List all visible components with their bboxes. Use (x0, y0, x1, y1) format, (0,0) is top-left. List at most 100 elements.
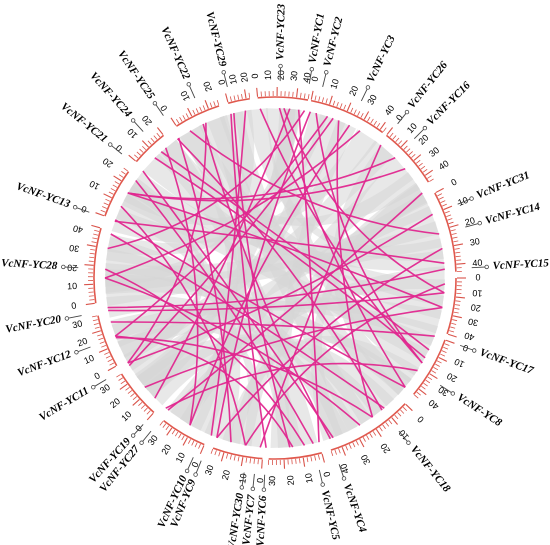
gene-marker-dot (221, 70, 226, 75)
tick-label: 10 (472, 288, 483, 299)
tick-mark (123, 167, 128, 172)
tick-mark (202, 105, 206, 111)
tick-mark (403, 145, 408, 150)
background-link-29 (105, 109, 255, 287)
gene-marker-line (66, 315, 82, 319)
tick-mark (89, 252, 95, 255)
tick-mark (249, 458, 252, 464)
tick-mark (452, 319, 458, 322)
gene-marker-dot (309, 67, 315, 72)
tick-label: 40 (383, 103, 397, 117)
tick-mark (192, 109, 196, 115)
tick-mark (376, 122, 381, 128)
tick-mark (303, 93, 306, 99)
tick-mark (437, 193, 443, 197)
gene-marker-dot (72, 205, 78, 210)
tick-mark (140, 404, 146, 409)
tick-mark (134, 154, 139, 159)
tick-mark (174, 431, 179, 437)
highlight-link-41 (160, 151, 430, 351)
tick-mark (411, 154, 416, 158)
tick-mark (94, 326, 100, 329)
gene-label-vcnf-yc4: VcNF-YC4 (341, 482, 369, 534)
tick-mark (445, 339, 455, 344)
tick-mark (179, 116, 183, 122)
tick-mark (89, 256, 95, 259)
gene-marker-dot (139, 440, 144, 445)
tick-mark (418, 162, 423, 167)
tick-mark (329, 95, 333, 105)
tick-mark (405, 404, 413, 412)
gene-marker-line (471, 266, 487, 269)
tick-label: 0 (394, 113, 405, 123)
tick-mark (119, 383, 128, 390)
tick-mark (357, 111, 361, 116)
gene-marker-line (338, 464, 345, 479)
tick-mark (427, 175, 432, 179)
tick-mark (421, 385, 426, 390)
gene-label-vcnf-yc14: VcNF-YC14 (484, 201, 542, 227)
tick-label: 0 (93, 370, 102, 381)
tick-label: 0 (309, 75, 320, 82)
tick-mark (170, 117, 177, 126)
tick-label: 0 (216, 78, 227, 85)
gene-marker-line (93, 379, 107, 388)
tick-mark (92, 330, 101, 334)
chromosome-arc-8 (268, 452, 323, 460)
tick-mark (86, 244, 96, 247)
tick-mark (379, 121, 386, 130)
tick-mark (321, 453, 325, 463)
tick-mark (156, 132, 161, 138)
tick-label: 40 (338, 462, 351, 475)
gene-marker-dot (406, 440, 411, 445)
tick-mark (391, 417, 398, 425)
tick-mark (98, 348, 108, 353)
tick-mark (440, 200, 446, 204)
tick-mark (451, 322, 457, 325)
tick-mark (92, 319, 98, 322)
tick-mark (394, 414, 399, 420)
gene-marker-line (188, 84, 196, 99)
tick-mark (431, 370, 437, 374)
tick-label: 10 (82, 353, 95, 366)
tick-mark (229, 454, 232, 460)
tick-mark (362, 437, 366, 442)
tick-mark (455, 296, 466, 299)
gene-label-vcnf-yc22: VcNF-YC22 (158, 25, 192, 82)
tick-label: 20 (470, 302, 481, 313)
tick-mark (220, 452, 225, 462)
tick-label: 40 (437, 158, 451, 172)
tick-label: 10 (67, 281, 77, 291)
tick-mark (244, 89, 247, 99)
tick-mark (452, 236, 458, 239)
gene-marker-dot (186, 82, 191, 87)
tick-mark (98, 337, 104, 341)
gene-label-vcnf-yc3: VcNF-YC3 (365, 33, 398, 84)
tick-label: 10 (456, 195, 469, 208)
tick-label: 10 (88, 179, 101, 192)
chromosome-ring (93, 96, 457, 460)
tick-label: 20 (220, 469, 232, 481)
tick-mark (139, 148, 144, 153)
tick-label: 20 (201, 80, 214, 93)
tick-mark (159, 421, 164, 426)
highlight-link-14 (216, 247, 443, 439)
tick-mark (187, 439, 191, 444)
tick-mark (127, 390, 133, 394)
tick-mark (447, 333, 457, 338)
tick-label: 10 (405, 121, 419, 135)
tick-mark (310, 456, 313, 462)
gene-marker-line (398, 430, 409, 444)
tick-mark (395, 137, 400, 143)
tick-label: 10 (263, 70, 273, 80)
tick-mark (423, 382, 428, 387)
chromosome-arc-2 (310, 99, 384, 134)
tick-mark (102, 206, 107, 209)
gene-marker-line (195, 460, 202, 475)
tick-label: 10 (303, 472, 315, 484)
gene-marker-line (76, 346, 91, 353)
gene-label-vcnf-yc11: VcNF-YC11 (37, 385, 91, 424)
gene-label-vcnf-yc23: VcNF-YC23 (274, 3, 287, 60)
tick-mark (341, 446, 346, 456)
tick-mark (182, 437, 188, 446)
